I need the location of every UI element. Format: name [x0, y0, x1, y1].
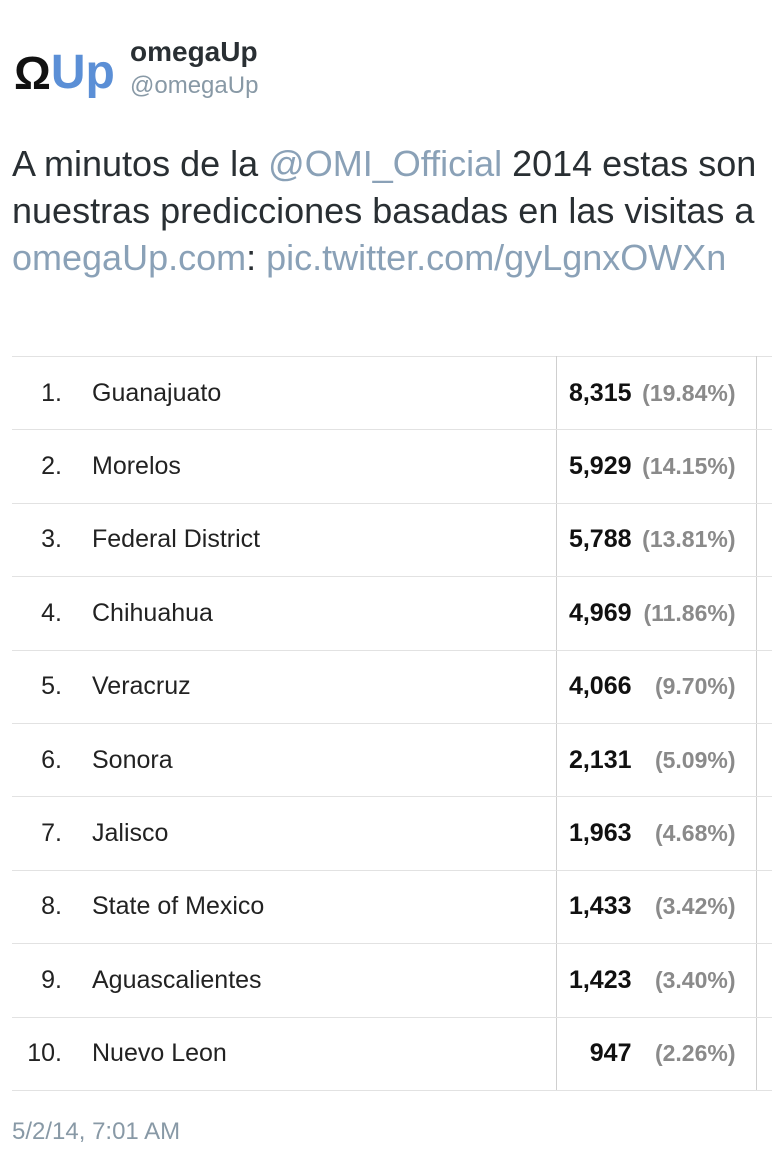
row-rank: 4. — [12, 576, 92, 651]
row-edge-cell — [755, 429, 772, 504]
row-visit-count: 2,131 — [568, 745, 632, 774]
stats-table-body: 1. Guanajuato 8,315 (19.84%) 2. Morelos 5,929 (… — [12, 356, 772, 1091]
row-visit-count: 947 — [589, 1039, 632, 1068]
row-rank: 1. — [12, 356, 92, 431]
row-percentage: (5.09%) — [654, 746, 736, 773]
avatar-up-text: Up — [50, 46, 115, 99]
row-state-name: Aguascalientes — [92, 943, 556, 1018]
row-percentage: (4.68%) — [654, 820, 736, 847]
row-percentage: (3.40%) — [654, 966, 736, 993]
row-percentage: (9.70%) — [654, 673, 736, 700]
row-value-cell: 4,066 (9.70%) — [555, 650, 756, 724]
table-row: 8. State of Mexico 1,433 (3.42%) — [12, 870, 772, 945]
table-row: 6. Sonora 2,131 (5.09%) — [12, 723, 772, 798]
tweet-header: ΩUp omegaUp @omegaUp — [14, 32, 754, 108]
row-visit-count: 4,066 — [568, 672, 632, 701]
stats-table: 1. Guanajuato 8,315 (19.84%) 2. Morelos 5,929 (… — [12, 356, 772, 1091]
row-state-name: Jalisco — [92, 796, 556, 871]
row-value-cell: 8,315 (19.84%) — [555, 356, 756, 431]
table-row: 7. Jalisco 1,963 (4.68%) — [12, 796, 772, 871]
row-rank: 9. — [12, 943, 92, 1018]
row-state-name: State of Mexico — [92, 870, 556, 945]
row-state-name: Nuevo Leon — [92, 1017, 556, 1091]
tweet-timestamp[interactable]: 5/2/14, 7:01 AM — [12, 1118, 181, 1145]
row-state-name: Chihuahua — [92, 576, 556, 651]
row-value-cell: 1,963 (4.68%) — [555, 796, 756, 871]
user-handle[interactable]: @omegaUp — [130, 72, 259, 99]
row-state-name: Sonora — [92, 723, 556, 798]
row-state-name: Guanajuato — [92, 356, 556, 431]
row-value-cell: 947 (2.26%) — [555, 1017, 756, 1091]
row-percentage: (13.81%) — [642, 526, 736, 553]
row-rank: 8. — [12, 870, 92, 945]
table-row: 2. Morelos 5,929 (14.15%) — [12, 429, 772, 504]
row-value-cell: 2,131 (5.09%) — [555, 723, 756, 798]
row-percentage: (3.42%) — [654, 893, 736, 920]
row-rank: 6. — [12, 723, 92, 798]
row-value-cell: 4,969 (11.86%) — [555, 576, 756, 651]
row-edge-cell — [755, 723, 772, 798]
table-row: 5. Veracruz 4,066 (9.70%) — [12, 650, 772, 724]
row-edge-cell — [755, 576, 772, 651]
row-visit-count: 8,315 — [568, 378, 632, 407]
table-row: 4. Chihuahua 4,969 (11.86%) — [12, 576, 772, 651]
tweet-text-part: A minutos de la — [12, 143, 269, 184]
pic-link[interactable]: pic.twitter.com/gyLgnxOWXn — [266, 237, 727, 278]
row-edge-cell — [755, 870, 772, 945]
row-rank: 7. — [12, 796, 92, 871]
tweet-text-part: 2014 estas son nuestras predicciones bas… — [12, 143, 757, 231]
row-state-name: Morelos — [92, 429, 556, 504]
row-edge-cell — [755, 650, 772, 724]
user-display-name[interactable]: omegaUp — [130, 36, 258, 67]
row-percentage: (2.26%) — [654, 1040, 736, 1067]
row-value-cell: 1,433 (3.42%) — [555, 870, 756, 945]
tweet-text-part: : — [246, 237, 267, 278]
table-row: 9. Aguascalientes 1,423 (3.40%) — [12, 943, 772, 1018]
row-state-name: Veracruz — [92, 650, 556, 724]
avatar[interactable]: ΩUp — [14, 44, 115, 102]
row-rank: 10. — [12, 1017, 92, 1091]
row-rank: 2. — [12, 429, 92, 504]
row-visit-count: 5,788 — [568, 525, 632, 554]
row-edge-cell — [755, 356, 772, 431]
row-value-cell: 5,788 (13.81%) — [555, 503, 756, 578]
table-row: 3. Federal District 5,788 (13.81%) — [12, 503, 772, 578]
row-visit-count: 5,929 — [568, 452, 632, 481]
row-rank: 5. — [12, 650, 92, 724]
row-rank: 3. — [12, 503, 92, 578]
row-edge-cell — [755, 943, 772, 1018]
row-percentage: (14.15%) — [642, 453, 736, 480]
row-visit-count: 1,433 — [568, 892, 632, 921]
row-percentage: (19.84%) — [642, 379, 736, 406]
row-edge-cell — [755, 503, 772, 578]
row-edge-cell — [755, 796, 772, 871]
row-percentage: (11.86%) — [643, 599, 736, 626]
mention-link[interactable]: @OMI_Official — [268, 143, 503, 184]
row-visit-count: 1,423 — [568, 965, 632, 994]
tweet-text: A minutos de la @OMI_Official 2014 estas… — [12, 140, 772, 281]
table-row: 1. Guanajuato 8,315 (19.84%) — [12, 356, 772, 431]
row-value-cell: 5,929 (14.15%) — [555, 429, 756, 504]
row-visit-count: 1,963 — [568, 819, 632, 848]
table-row: 10. Nuevo Leon 947 (2.26%) — [12, 1017, 772, 1091]
row-state-name: Federal District — [92, 503, 556, 578]
row-visit-count: 4,969 — [568, 598, 632, 627]
site-link[interactable]: omegaUp.com — [12, 237, 247, 278]
avatar-omega-glyph: Ω — [14, 47, 51, 99]
row-value-cell: 1,423 (3.40%) — [555, 943, 756, 1018]
row-edge-cell — [755, 1017, 772, 1091]
